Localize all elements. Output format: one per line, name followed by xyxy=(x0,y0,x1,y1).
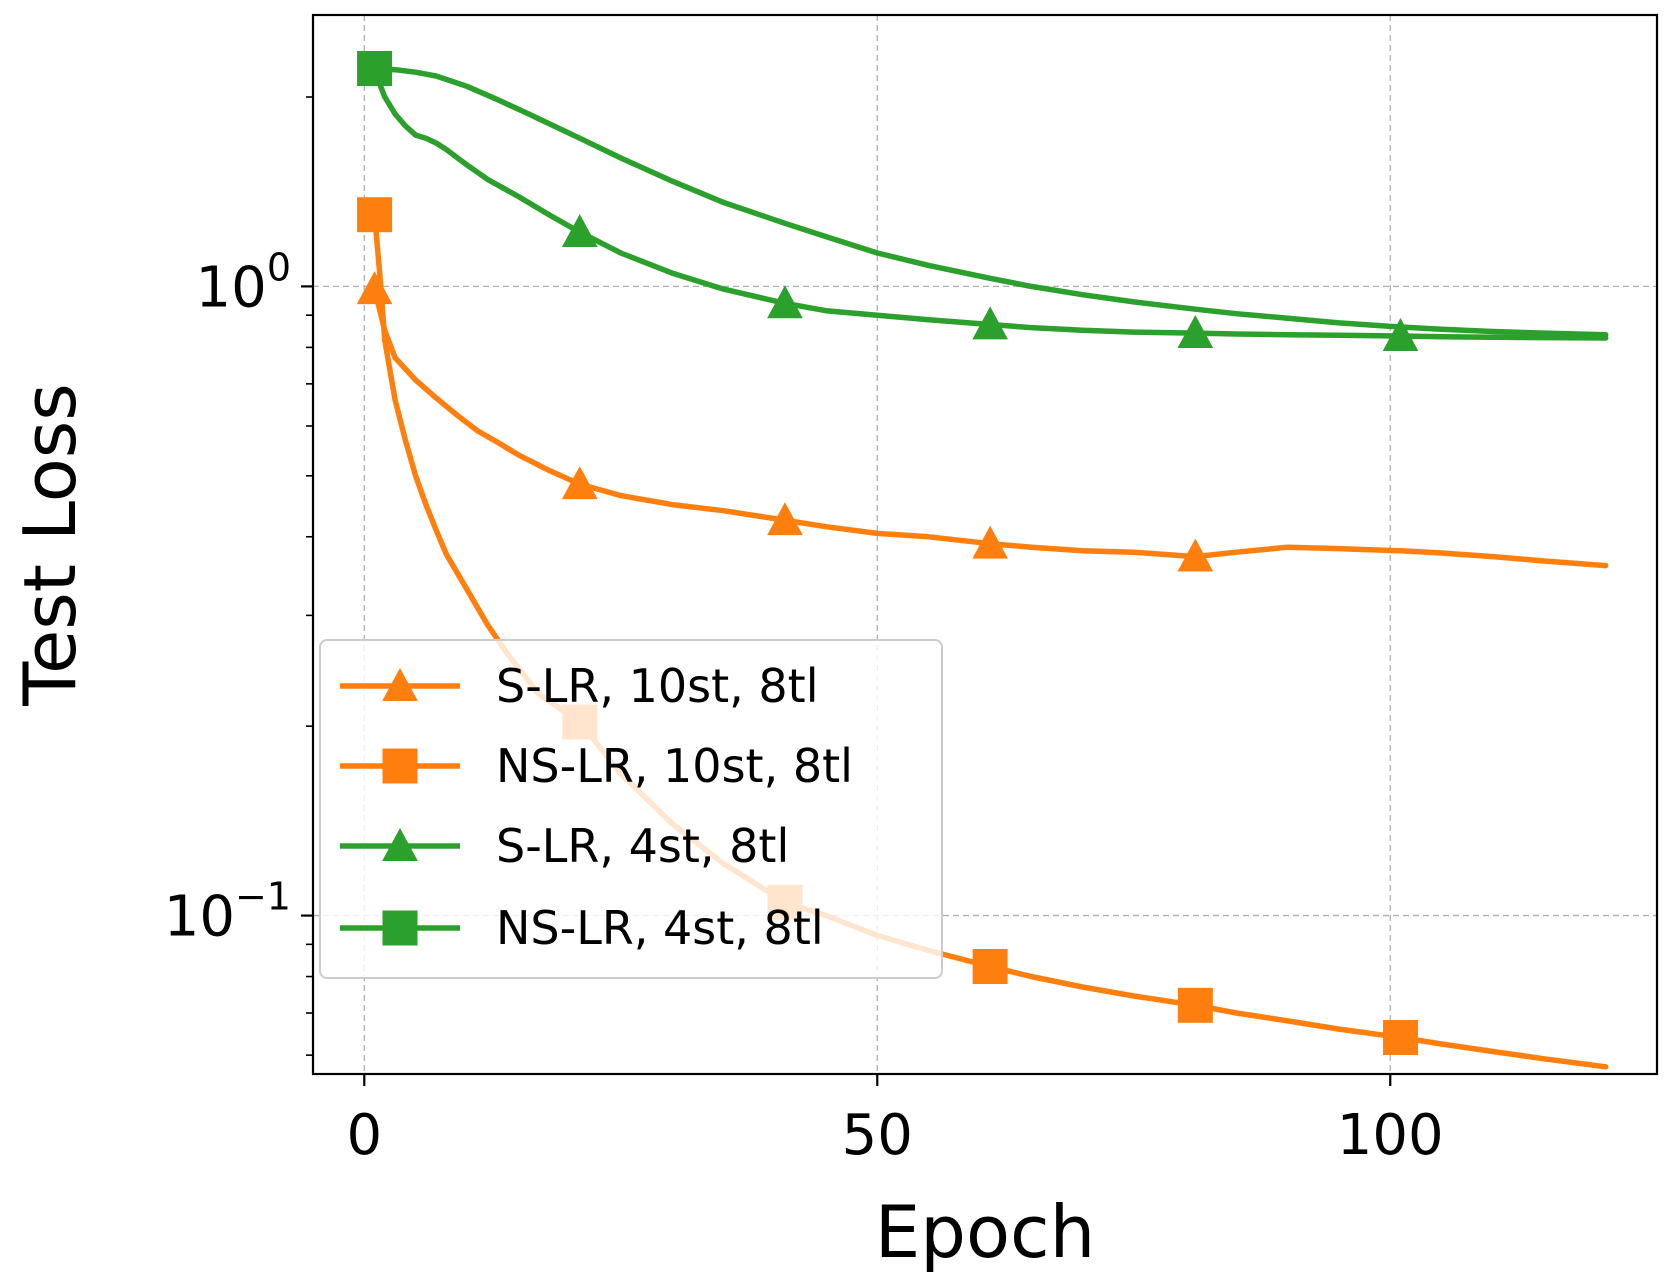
data-marker xyxy=(1177,987,1213,1023)
data-marker xyxy=(1177,538,1214,572)
legend: S-LR, 10st, 8tl NS-LR, 10st, 8tl S-LR, 4… xyxy=(319,639,943,979)
data-marker xyxy=(972,306,1008,340)
data-marker xyxy=(1177,315,1214,349)
legend-label: NS-LR, 4st, 8tl xyxy=(496,901,824,955)
legend-label: S-LR, 10st, 8tl xyxy=(496,659,819,713)
data-marker xyxy=(767,285,803,319)
data-marker xyxy=(1382,317,1419,351)
x-tick-label: 0 xyxy=(346,1103,382,1168)
legend-box xyxy=(319,639,943,979)
series-line xyxy=(371,286,1609,569)
data-marker xyxy=(972,525,1008,559)
x-axis-title: Epoch xyxy=(875,1190,1095,1274)
x-tick-label: 50 xyxy=(842,1103,913,1168)
legend-label: NS-LR, 10st, 8tl xyxy=(496,739,853,793)
series-1 xyxy=(356,271,1609,572)
legend-swatch-marker xyxy=(382,748,418,784)
data-marker xyxy=(1383,1020,1419,1056)
data-marker xyxy=(561,466,598,500)
series-line xyxy=(371,65,1609,338)
legend-label: S-LR, 4st, 8tl xyxy=(496,819,789,873)
plot-area-frame xyxy=(311,13,1659,1076)
data-marker xyxy=(561,214,598,248)
data-marker xyxy=(972,948,1008,984)
data-marker xyxy=(767,502,803,536)
legend-swatch-marker xyxy=(382,667,418,701)
series-4 xyxy=(357,50,1609,338)
legend-swatch-marker xyxy=(382,827,418,861)
y-axis-title: Test Loss xyxy=(8,383,92,707)
legend-swatch-marker xyxy=(382,910,418,946)
data-marker xyxy=(357,197,393,233)
data-marker xyxy=(357,50,393,86)
x-tick-label: 100 xyxy=(1337,1103,1444,1168)
